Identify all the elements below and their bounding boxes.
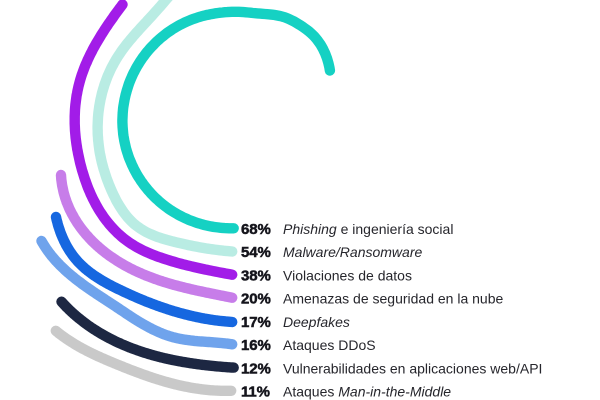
svg-text:17%: 17% — [241, 314, 271, 331]
svg-text:Deepfakes: Deepfakes — [283, 314, 350, 330]
svg-text:Violaciones de datos: Violaciones de datos — [283, 268, 412, 284]
svg-text:20%: 20% — [241, 291, 271, 308]
svg-text:38%: 38% — [241, 268, 271, 285]
svg-text:68%: 68% — [241, 221, 271, 238]
svg-text:Amenazas de seguridad en la nu: Amenazas de seguridad en la nube — [283, 291, 503, 307]
svg-text:12%: 12% — [241, 361, 271, 378]
svg-text:Malware/Ransomware: Malware/Ransomware — [283, 244, 422, 260]
svg-text:Vulnerabilidades en aplicacion: Vulnerabilidades en aplicaciones web/API — [283, 361, 542, 377]
svg-text:Ataques Man-in-the-Middle: Ataques Man-in-the-Middle — [283, 384, 451, 400]
svg-text:Phishing e ingeniería social: Phishing e ingeniería social — [283, 221, 453, 237]
svg-text:Ataques DDoS: Ataques DDoS — [283, 337, 376, 353]
svg-text:11%: 11% — [241, 384, 270, 400]
svg-text:16%: 16% — [241, 337, 271, 354]
svg-text:54%: 54% — [241, 244, 271, 261]
